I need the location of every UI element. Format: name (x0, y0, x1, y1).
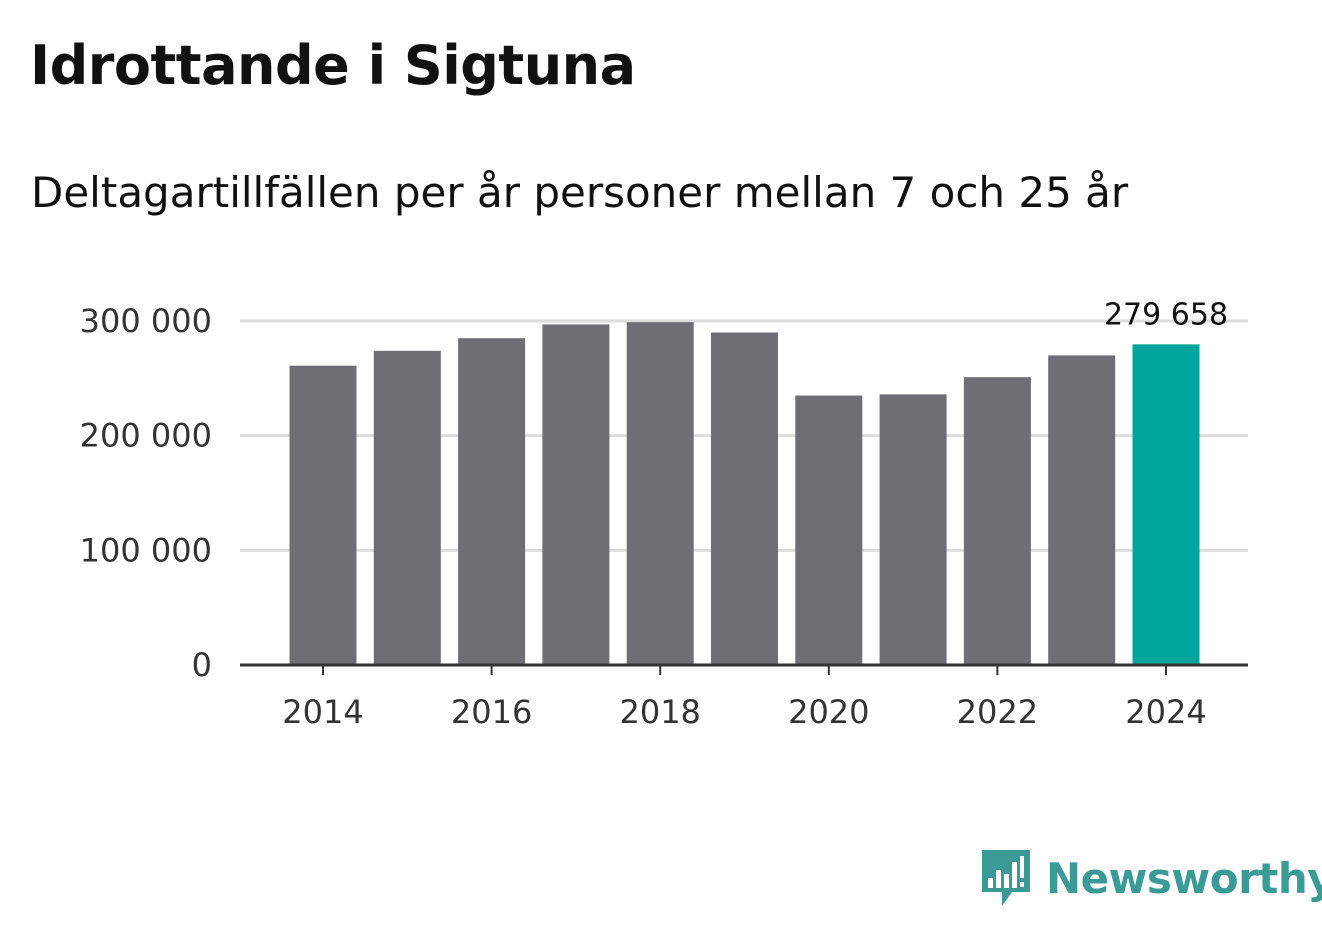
bar-2016 (458, 338, 526, 665)
brand: Newsworthy (980, 848, 1322, 908)
chart-title: Idrottande i Sigtuna (30, 34, 636, 97)
chart-subtitle: Deltagartillfällen per år personer mella… (31, 168, 1129, 217)
x-axis-labels: 2014 2016 2018 2020 2022 2024 (282, 693, 1206, 731)
x-tick-label: 2024 (1125, 693, 1206, 731)
x-tick-label: 2016 (451, 693, 532, 731)
x-tick-label: 2022 (957, 693, 1038, 731)
x-tick-label: 2020 (788, 693, 869, 731)
x-tick-label: 2014 (282, 693, 363, 731)
bar-2017 (542, 324, 610, 665)
bar-2020 (795, 395, 863, 665)
newsworthy-logo-icon (982, 850, 1030, 906)
bar-2014 (289, 365, 357, 665)
bars (289, 322, 1200, 665)
y-tick-label: 0 (192, 646, 212, 684)
brand-name: Newsworthy (1046, 853, 1322, 903)
y-tick-label: 100 000 (80, 531, 212, 569)
y-axis-labels: 0 100 000 200 000 300 000 (80, 302, 212, 684)
bar-2018 (626, 322, 694, 665)
highlight-value-label: 279 658 (1104, 297, 1228, 332)
bar-2015 (373, 350, 441, 665)
bar-2019 (711, 332, 778, 665)
bar-2023 (1048, 355, 1116, 665)
bar-highlight-2024 (1132, 344, 1200, 665)
y-tick-label: 200 000 (80, 417, 212, 455)
data-labels: 279 658 (1104, 297, 1228, 332)
bar-2021 (879, 394, 947, 665)
bar-2022 (963, 377, 1031, 665)
x-tick-label: 2018 (619, 693, 700, 731)
x-axis (240, 663, 1248, 675)
y-tick-label: 300 000 (80, 302, 212, 340)
